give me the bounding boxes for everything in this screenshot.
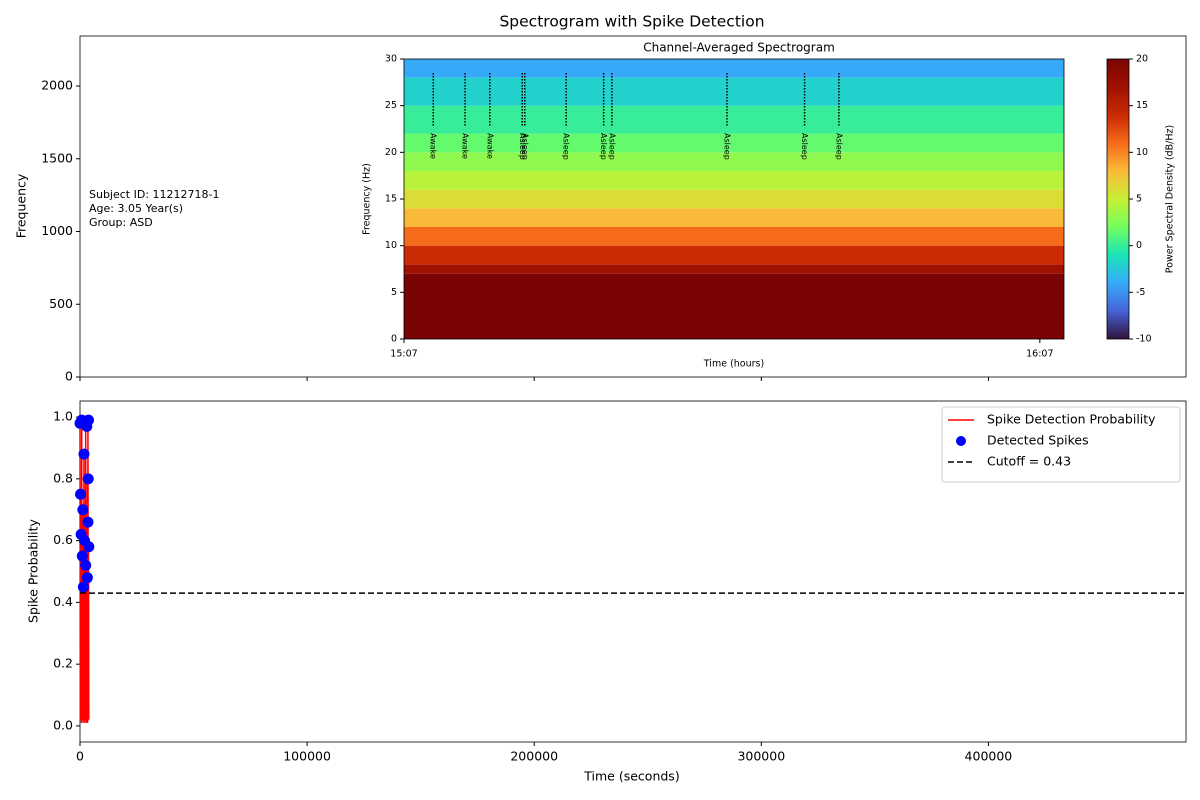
annotation: Subject ID: 11212718-1 bbox=[89, 188, 220, 201]
y-tick-label: 0.0 bbox=[53, 717, 73, 732]
colorbar-tick-label: 5 bbox=[1136, 194, 1142, 205]
spike-point bbox=[80, 559, 92, 571]
event-label: Asleep bbox=[518, 133, 527, 160]
colorbar bbox=[1106, 58, 1130, 340]
colorbar-tick-label: -10 bbox=[1136, 334, 1152, 345]
event-label: Asleep bbox=[562, 133, 571, 160]
y-tick-label: 25 bbox=[385, 100, 397, 111]
y-tick-label: 500 bbox=[49, 296, 73, 311]
y-tick-label: 0 bbox=[391, 334, 397, 345]
y-axis-label: Frequency bbox=[14, 173, 29, 238]
axes-frame bbox=[79, 35, 1187, 378]
y-axis-label: Spike Probability bbox=[26, 518, 41, 622]
legend: Spike Detection Probability Detected Spik… bbox=[941, 406, 1181, 483]
x-tick-label: 0 bbox=[76, 749, 84, 764]
y-tick-label: 1.0 bbox=[53, 409, 73, 424]
event-label: Awake bbox=[429, 133, 438, 159]
legend-label: Cutoff = 0.43 bbox=[987, 454, 1071, 469]
y-tick-label: 0.4 bbox=[53, 594, 73, 609]
spectrogram-band bbox=[404, 171, 1064, 190]
inset-title: Channel-Averaged Spectrogram bbox=[643, 41, 835, 55]
colorbar-tick-label: 0 bbox=[1136, 240, 1142, 251]
event-label: Asleep bbox=[607, 133, 616, 160]
spike-point bbox=[81, 572, 93, 584]
event-label: Asleep bbox=[599, 133, 608, 160]
y-tick-label: 0.6 bbox=[53, 532, 73, 547]
y-tick-label: 0.2 bbox=[53, 656, 73, 671]
y-tick-label: 10 bbox=[385, 240, 397, 251]
legend-label: Spike Detection Probability bbox=[987, 412, 1156, 427]
spike-point bbox=[82, 516, 94, 528]
probability-line bbox=[79, 420, 90, 723]
spike-point bbox=[83, 541, 95, 553]
event-label: Asleep bbox=[723, 133, 732, 160]
annotation: Age: 3.05 Year(s) bbox=[89, 202, 183, 215]
spectrogram-band bbox=[404, 133, 1064, 153]
spectrogram-band bbox=[404, 227, 1064, 246]
event-label: Asleep bbox=[800, 133, 809, 160]
annotation: Group: ASD bbox=[89, 216, 153, 229]
x-tick-label: 16:07 bbox=[1026, 349, 1053, 360]
axes: 0.0 0.2 0.4 0.6 0.8 1.0 0 100000 200000 300000 400… bbox=[53, 400, 1187, 764]
spike-point bbox=[76, 550, 88, 562]
spike-point bbox=[75, 488, 87, 500]
y-tick-label: 15 bbox=[385, 194, 397, 205]
y-tick-label: 5 bbox=[391, 287, 397, 298]
x-tick-label: 300000 bbox=[737, 749, 785, 764]
spike-point bbox=[82, 473, 94, 485]
spectrogram-band bbox=[404, 208, 1064, 227]
spectrogram-band bbox=[404, 273, 1064, 339]
spectrogram-band bbox=[404, 59, 1064, 78]
spike-point bbox=[77, 504, 89, 516]
spectrogram-band bbox=[404, 105, 1064, 134]
y-tick-label: 2000 bbox=[41, 78, 73, 93]
spectrogram-band bbox=[404, 77, 1064, 106]
x-tick-label: 400000 bbox=[965, 749, 1013, 764]
spike-point bbox=[77, 581, 89, 593]
event-label: Awake bbox=[461, 133, 470, 159]
colorbar-tick-label: 10 bbox=[1136, 147, 1148, 158]
colorbar-label: Power Spectral Density (dB/Hz) bbox=[1165, 125, 1176, 273]
x-tick-label: 200000 bbox=[510, 749, 558, 764]
inset-y-label: Frequency (Hz) bbox=[362, 163, 373, 235]
event-label: Awake bbox=[485, 133, 494, 159]
spectrogram-band bbox=[404, 152, 1064, 171]
y-tick-label: 1500 bbox=[41, 150, 73, 165]
event-label: Asleep bbox=[834, 133, 843, 160]
spectrogram-band bbox=[404, 264, 1064, 274]
spectrogram-band bbox=[404, 189, 1064, 209]
spike-point bbox=[78, 448, 90, 460]
colorbar-tick-label: 15 bbox=[1136, 100, 1148, 111]
y-tick-label: 1000 bbox=[41, 223, 73, 238]
legend-label: Detected Spikes bbox=[987, 433, 1089, 448]
x-tick-label: 15:07 bbox=[390, 349, 417, 360]
x-axis-label: Time (seconds) bbox=[583, 769, 679, 784]
y-tick-label: 20 bbox=[385, 147, 397, 158]
y-tick-label: 30 bbox=[385, 54, 397, 65]
spike-point bbox=[83, 414, 95, 426]
legend-swatch bbox=[956, 436, 966, 446]
colorbar-tick-label: -5 bbox=[1136, 287, 1145, 298]
spectrogram-band bbox=[404, 245, 1064, 265]
x-tick-label: 100000 bbox=[283, 749, 331, 764]
y-tick-label: 0 bbox=[65, 369, 73, 384]
colorbar-tick-label: 20 bbox=[1136, 54, 1148, 65]
event-label: Asleep bbox=[520, 133, 529, 160]
inset-x-label: Time (hours) bbox=[703, 359, 764, 370]
y-tick-label: 0.8 bbox=[53, 470, 73, 485]
axes: 0 5 10 15 20 25 30 15:07 16:07 bbox=[385, 54, 1065, 360]
legend-box bbox=[941, 406, 1181, 483]
figure-title: Spectrogram with Spike Detection bbox=[499, 13, 764, 31]
